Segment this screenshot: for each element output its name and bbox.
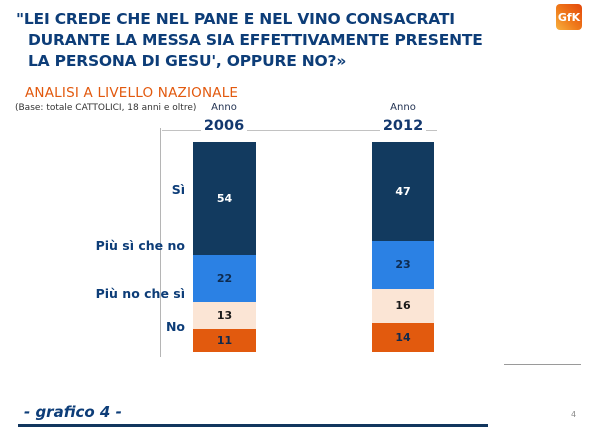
column-period-label: Anno — [390, 102, 416, 113]
analysis-subtitle: ANALISI A LIVELLO NAZIONALE — [25, 85, 239, 101]
sample-base-note: (Base: totale CATTOLICI, 18 anni e oltre… — [15, 103, 197, 113]
bar-segment: 23 — [372, 240, 434, 289]
segment-value-label: 22 — [216, 271, 233, 285]
top-gridline — [162, 130, 437, 131]
question-title-line3: LA PERSONA DI GESU', OPPURE NO?» — [28, 52, 347, 70]
segment-value-label: 23 — [395, 258, 411, 272]
stacked-bar-2012: 47 23 16 14 — [372, 142, 434, 352]
bar-segment: 11 — [193, 328, 256, 352]
bottom-navy-rule — [18, 424, 488, 427]
segment-value-label: 54 — [216, 192, 233, 206]
segment-value-label: 47 — [395, 184, 411, 198]
question-title-line2: DURANTE LA MESSA SIA EFFETTIVAMENTE PRES… — [28, 31, 483, 49]
column-year-text: 2012 — [379, 118, 427, 134]
category-label: Più no che sì — [95, 286, 185, 301]
page-number: 4 — [571, 410, 577, 419]
decorative-right-line — [504, 364, 581, 365]
bar-segment: 54 — [193, 142, 256, 256]
segment-value-label: 16 — [395, 299, 411, 313]
figure-caption: - grafico 4 - — [24, 403, 122, 421]
category-label: Più sì che no — [95, 238, 185, 253]
bar-segment: 13 — [193, 301, 256, 329]
bar-segment: 47 — [372, 142, 434, 241]
bar-segment: 22 — [193, 255, 256, 302]
segment-value-label: 14 — [395, 330, 411, 344]
column-year-text: 2006 — [200, 118, 248, 134]
question-title-line1: "LEI CREDE CHE NEL PANE E NEL VINO CONSA… — [16, 10, 455, 28]
gfk-logo: GfK — [556, 4, 582, 30]
category-label: No — [165, 319, 185, 334]
column-year-label: 2006 — [179, 115, 269, 134]
stacked-bar-2006: 54 22 13 11 — [193, 142, 256, 352]
segment-value-label: 11 — [216, 333, 233, 347]
y-axis-line — [160, 128, 161, 357]
bar-segment: 14 — [372, 322, 434, 352]
gfk-logo-text: GfK — [557, 10, 581, 24]
bar-segment: 16 — [372, 288, 434, 323]
column-period-label: Anno — [211, 102, 237, 113]
column-year-label: 2012 — [358, 115, 448, 134]
question-title: "LEI CREDE CHE NEL PANE E NEL VINO CONSA… — [16, 9, 483, 72]
category-label: Sì — [171, 182, 185, 197]
segment-value-label: 13 — [216, 308, 233, 322]
